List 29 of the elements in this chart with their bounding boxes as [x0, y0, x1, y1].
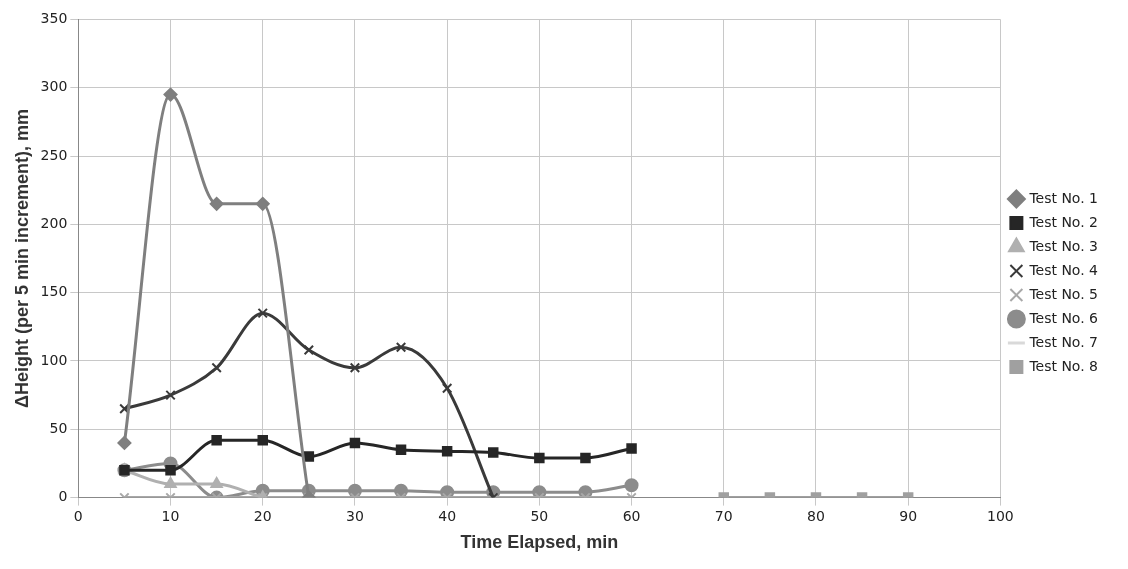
x-tick-label: 60: [622, 507, 641, 524]
x-tick-label: 70: [714, 507, 733, 524]
y-tick-label: 50: [49, 419, 68, 436]
x-tick-label: 100: [987, 507, 1014, 524]
y-tick-label: 300: [40, 78, 68, 95]
legend-label: Test No. 5: [1028, 285, 1099, 302]
x-tick-label: 80: [807, 507, 825, 524]
x-tick-label: 30: [346, 507, 364, 524]
legend-label: Test No. 2: [1028, 213, 1099, 230]
x-tick-label: 10: [161, 507, 180, 524]
legend-label: Test No. 7: [1028, 333, 1099, 350]
legend-label: Test No. 8: [1028, 357, 1099, 374]
x-tick-label: 20: [253, 507, 272, 524]
legend-label: Test No. 6: [1028, 309, 1099, 326]
x-axis-title: Time Elapsed, min: [460, 532, 619, 553]
y-tick-label: 0: [58, 488, 68, 505]
y-tick-label: 250: [40, 146, 68, 163]
x-tick-label: 90: [899, 507, 918, 524]
y-axis-title: ΔHeight (per 5 min increment), mm: [11, 109, 32, 408]
legend-label: Test No. 4: [1028, 261, 1099, 278]
legend-label: Test No. 1: [1028, 189, 1099, 206]
y-tick-label: 150: [40, 283, 68, 300]
y-tick-label: 200: [40, 214, 68, 231]
x-tick-label: 0: [73, 507, 83, 524]
y-tick-label: 350: [40, 10, 68, 27]
legend-label: Test No. 3: [1028, 237, 1099, 254]
x-tick-label: 50: [530, 507, 549, 524]
y-tick-label: 100: [40, 351, 68, 368]
x-tick-label: 40: [438, 507, 457, 524]
